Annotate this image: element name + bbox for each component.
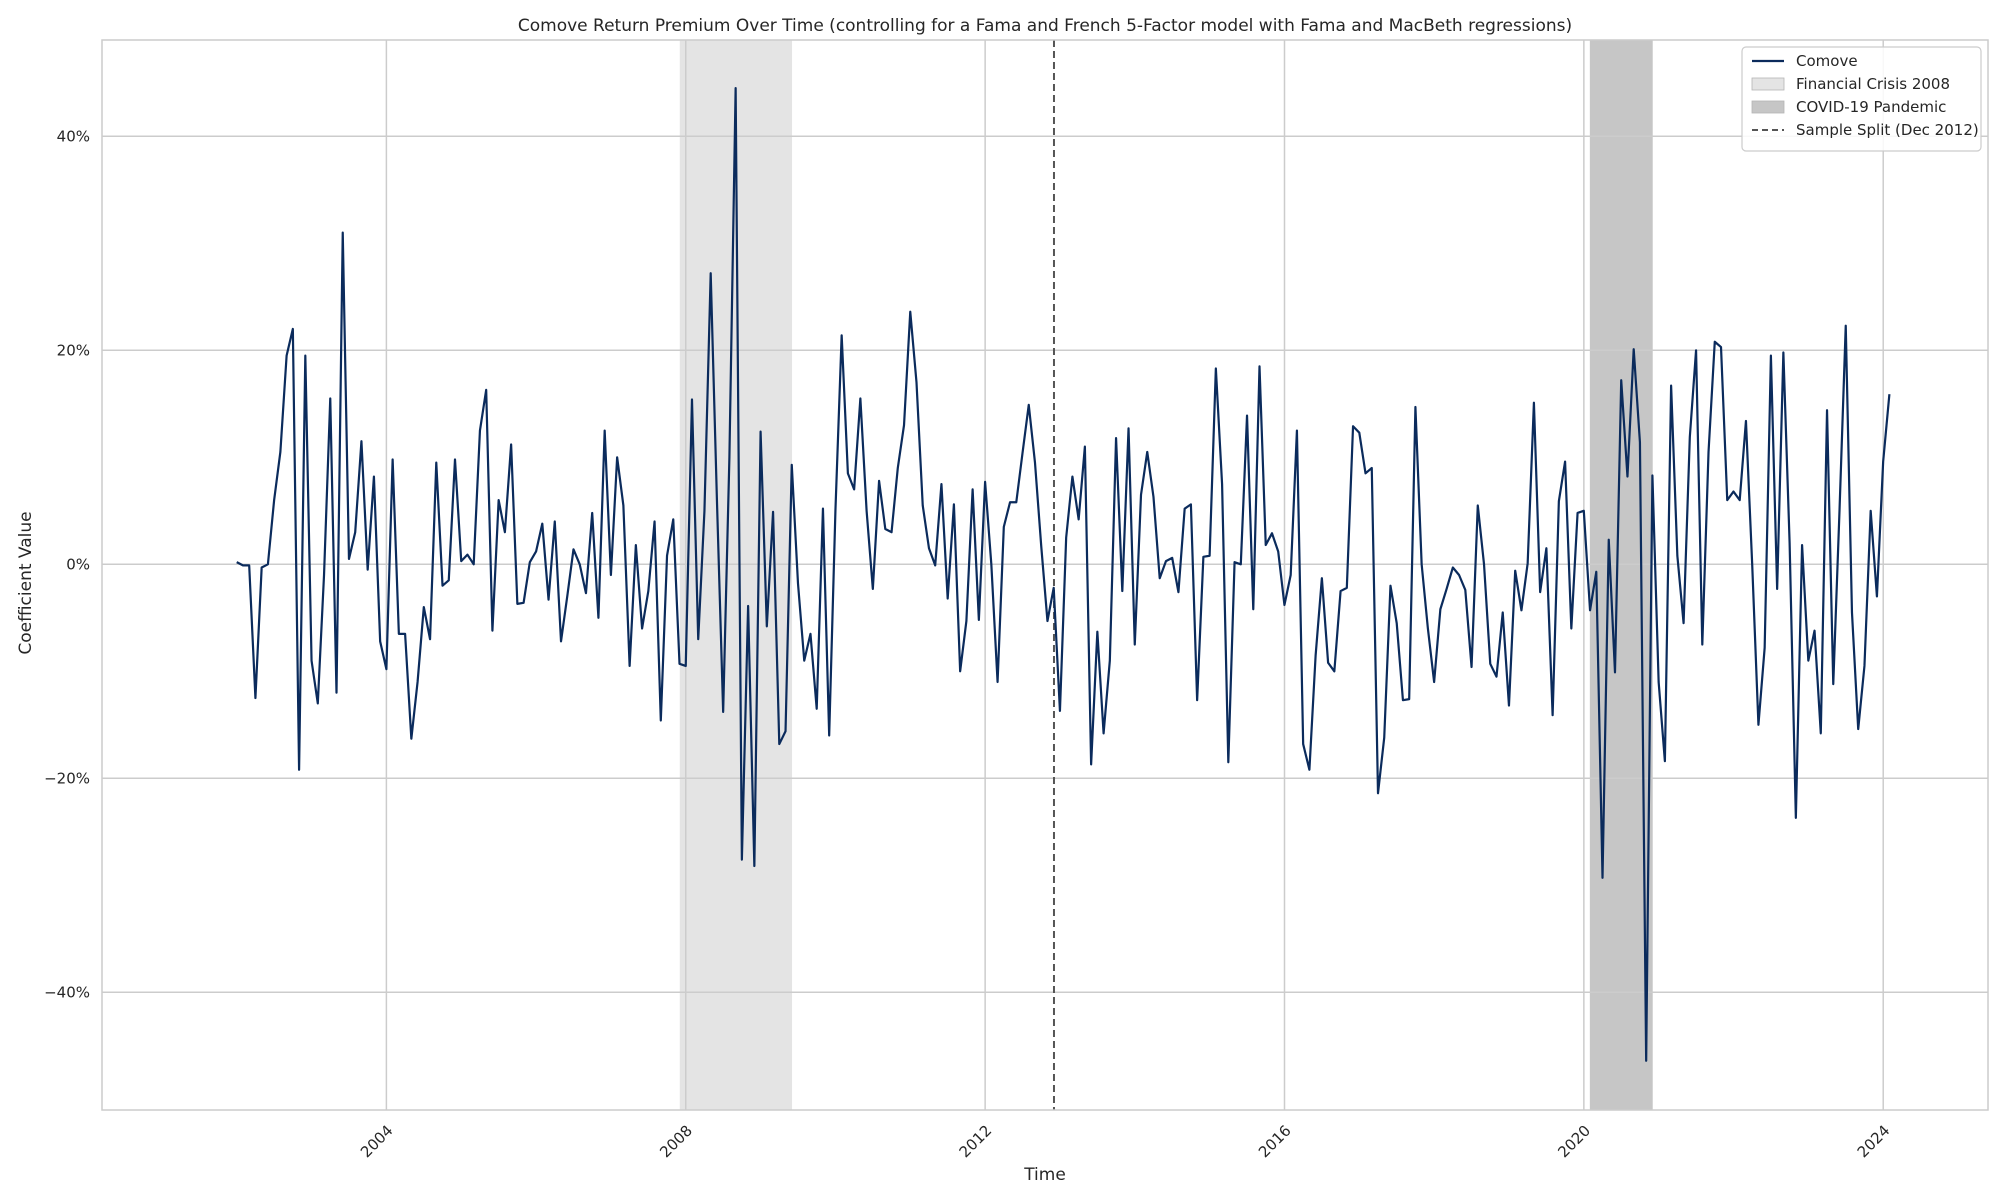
y-tick-label: −20% [44, 769, 90, 787]
y-axis-title: Coefficient Value [16, 511, 36, 654]
y-tick-label: 40% [57, 127, 90, 145]
x-axis-title: Time [1023, 1165, 1066, 1185]
legend-label: Sample Split (Dec 2012) [1796, 121, 1979, 139]
y-tick-label: −40% [44, 983, 90, 1001]
plot-frame [101, 39, 1989, 1111]
legend-label: COVID-19 Pandemic [1796, 98, 1946, 116]
legend-patch-icon [1751, 77, 1785, 91]
y-tick-label: 0% [66, 555, 90, 573]
chart-title: Comove Return Premium Over Time (control… [518, 16, 1572, 36]
legend-box [1741, 46, 1982, 152]
grid-lines [102, 40, 1988, 1110]
series-group [236, 87, 1891, 1062]
legend-label: Comove [1796, 52, 1858, 70]
y-tick-label: 20% [57, 341, 90, 359]
series-line-comove [236, 87, 1891, 1062]
legend-label: Financial Crisis 2008 [1796, 75, 1950, 93]
shaded-region-2 [1589, 40, 1653, 1110]
legend: Comove Financial Crisis 2008 COVID-19 Pand… [1741, 46, 1982, 152]
y-axis-ticks: −40% −20% 0% 20% 40% [44, 127, 90, 1001]
legend-patch-icon [1751, 100, 1785, 114]
